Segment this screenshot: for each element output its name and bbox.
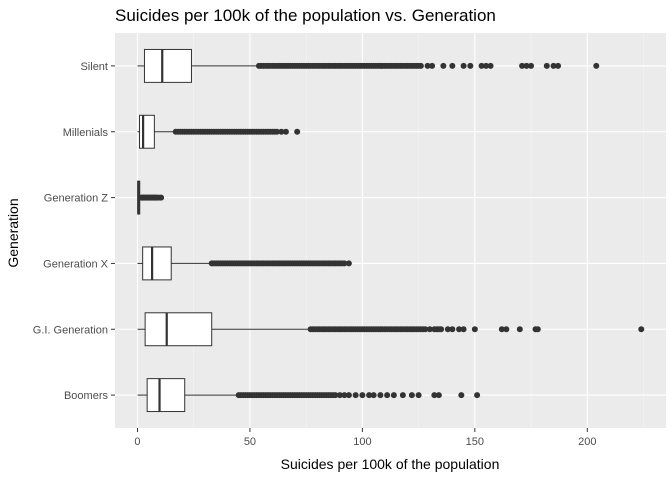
x-axis-title: Suicides per 100k of the population bbox=[281, 456, 500, 472]
outlier-point bbox=[458, 392, 465, 399]
outlier-point bbox=[352, 392, 359, 399]
outlier-point bbox=[534, 326, 541, 333]
outlier-point bbox=[345, 392, 352, 399]
outlier-point bbox=[431, 392, 438, 399]
x-tick-label: 0 bbox=[134, 436, 140, 448]
box bbox=[144, 312, 213, 347]
outlier-point bbox=[341, 392, 348, 399]
box bbox=[142, 246, 172, 281]
outlier-point bbox=[366, 392, 373, 399]
outlier-point bbox=[460, 326, 467, 333]
x-tick-label: 200 bbox=[578, 436, 596, 448]
plot-panel bbox=[115, 33, 666, 428]
outlier-point bbox=[444, 326, 451, 333]
outlier-point bbox=[528, 62, 535, 69]
outlier-point bbox=[408, 392, 415, 399]
outlier-point bbox=[294, 128, 301, 135]
y-tick-label: Silent bbox=[80, 61, 108, 73]
outlier-point bbox=[158, 194, 165, 201]
outlier-point bbox=[543, 62, 550, 69]
outlier-point bbox=[429, 62, 436, 69]
box bbox=[139, 114, 155, 149]
box bbox=[143, 48, 192, 83]
y-axis-title: Generation bbox=[5, 198, 21, 267]
chart-title: Suicides per 100k of the population vs. … bbox=[115, 6, 496, 25]
outlier-point bbox=[384, 392, 391, 399]
outlier-point bbox=[449, 62, 456, 69]
y-tick-label: Generation Z bbox=[44, 193, 108, 205]
outlier-point bbox=[516, 326, 523, 333]
y-tick-label: Boomers bbox=[64, 390, 109, 402]
outlier-point bbox=[478, 62, 485, 69]
outlier-point bbox=[438, 326, 445, 333]
outlier-point bbox=[422, 326, 429, 333]
x-tick-label: 100 bbox=[353, 436, 371, 448]
outlier-point bbox=[282, 128, 289, 135]
outlier-point bbox=[519, 62, 526, 69]
outlier-point bbox=[440, 62, 447, 69]
outlier-point bbox=[460, 62, 467, 69]
outlier-point bbox=[638, 326, 645, 333]
y-tick-label: Millenials bbox=[63, 127, 109, 139]
outlier-point bbox=[424, 62, 431, 69]
outlier-point bbox=[474, 392, 481, 399]
outlier-point bbox=[332, 392, 339, 399]
outlier-point bbox=[483, 62, 490, 69]
outlier-point bbox=[278, 128, 285, 135]
outlier-point bbox=[435, 392, 442, 399]
outlier-point bbox=[377, 392, 384, 399]
box bbox=[146, 378, 186, 413]
outlier-point bbox=[359, 392, 366, 399]
outlier-point bbox=[523, 62, 530, 69]
outlier-point bbox=[341, 260, 348, 267]
y-tick-label: Generation X bbox=[43, 258, 108, 270]
x-tick-label: 150 bbox=[466, 436, 484, 448]
outlier-point bbox=[370, 392, 377, 399]
outlier-point bbox=[467, 62, 474, 69]
outlier-point bbox=[415, 392, 422, 399]
outlier-point bbox=[345, 260, 352, 267]
outlier-point bbox=[503, 326, 510, 333]
outlier-point bbox=[390, 392, 397, 399]
outlier-point bbox=[399, 392, 406, 399]
plot-area: 0 50 100 150 200 Silent Millenials Generation Z… bbox=[33, 33, 666, 448]
outlier-point bbox=[273, 128, 280, 135]
x-tick-label: 50 bbox=[244, 436, 256, 448]
outlier-point bbox=[336, 392, 343, 399]
y-tick-label: G.I. Generation bbox=[33, 324, 108, 336]
outlier-point bbox=[555, 62, 562, 69]
outlier-point bbox=[487, 62, 494, 69]
outlier-point bbox=[471, 326, 478, 333]
outlier-point bbox=[456, 326, 463, 333]
outlier-point bbox=[449, 326, 456, 333]
outlier-point bbox=[417, 62, 424, 69]
outlier-point bbox=[593, 62, 600, 69]
outlier-point bbox=[498, 326, 505, 333]
outlier-point bbox=[550, 62, 557, 69]
outlier-point bbox=[426, 326, 433, 333]
